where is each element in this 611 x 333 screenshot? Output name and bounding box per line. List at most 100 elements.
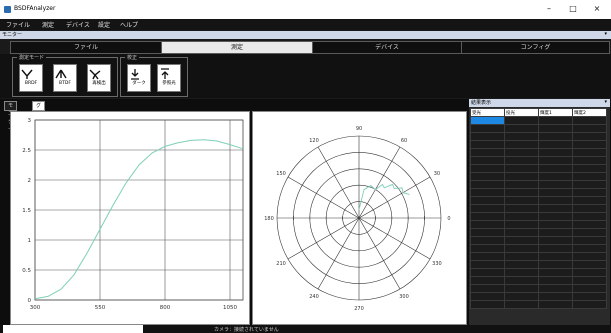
table-cell[interactable] — [470, 124, 505, 133]
dark-button[interactable]: ダーク — [127, 64, 151, 92]
table-cell[interactable] — [504, 268, 539, 277]
table-row[interactable] — [470, 268, 607, 277]
table-cell[interactable] — [572, 188, 607, 197]
brdf-button[interactable]: BRDF — [19, 64, 43, 92]
table-cell[interactable] — [538, 276, 573, 285]
table-cell[interactable] — [572, 236, 607, 245]
table-cell[interactable] — [572, 116, 607, 125]
table-cell[interactable] — [470, 260, 505, 269]
table-cell[interactable] — [538, 284, 573, 293]
table-cell[interactable] — [504, 276, 539, 285]
table-cell[interactable] — [470, 132, 505, 141]
table-row[interactable] — [470, 228, 607, 237]
table-cell[interactable] — [470, 156, 505, 165]
table-cell[interactable] — [538, 300, 573, 309]
table-cell[interactable] — [538, 292, 573, 301]
table-row[interactable] — [470, 236, 607, 245]
table-cell[interactable] — [504, 172, 539, 181]
table-row[interactable] — [470, 148, 607, 157]
table-cell[interactable] — [504, 252, 539, 261]
table-cell[interactable] — [470, 196, 505, 205]
table-cell[interactable] — [572, 156, 607, 165]
table-cell[interactable] — [538, 228, 573, 237]
table-cell[interactable] — [470, 284, 505, 293]
table-cell[interactable] — [470, 164, 505, 173]
table-cell[interactable] — [504, 148, 539, 157]
tab-device[interactable]: デバイス — [312, 41, 462, 54]
table-cell[interactable] — [470, 268, 505, 277]
table-cell[interactable] — [504, 236, 539, 245]
table-cell[interactable] — [470, 276, 505, 285]
table-cell[interactable] — [504, 244, 539, 253]
menu-settings[interactable]: 設定 — [98, 22, 111, 29]
table-cell[interactable] — [538, 236, 573, 245]
table-cell[interactable] — [504, 228, 539, 237]
table-cell[interactable] — [572, 140, 607, 149]
table-row[interactable] — [470, 116, 607, 125]
table-cell[interactable] — [504, 140, 539, 149]
table-cell[interactable] — [504, 164, 539, 173]
column-header[interactable]: 輝度1 — [538, 108, 573, 117]
table-cell[interactable] — [470, 212, 505, 221]
table-cell[interactable] — [504, 180, 539, 189]
table-cell[interactable] — [470, 204, 505, 213]
menu-measure[interactable]: 測定 — [42, 22, 55, 29]
table-row[interactable] — [470, 140, 607, 149]
table-cell[interactable] — [538, 188, 573, 197]
table-row[interactable] — [470, 156, 607, 165]
table-cell[interactable] — [470, 300, 505, 309]
table-cell[interactable] — [538, 260, 573, 269]
menu-file[interactable]: ファイル — [6, 22, 31, 29]
table-cell[interactable] — [470, 244, 505, 253]
menu-help[interactable]: ヘルプ — [120, 22, 139, 29]
table-cell[interactable] — [538, 252, 573, 261]
redetect-button[interactable]: 再検出 — [87, 64, 111, 92]
table-cell[interactable] — [470, 188, 505, 197]
close-button[interactable]: × — [593, 4, 601, 13]
table-cell[interactable] — [538, 180, 573, 189]
table-cell[interactable] — [572, 300, 607, 309]
table-cell[interactable] — [504, 116, 539, 125]
table-row[interactable] — [470, 124, 607, 133]
column-header[interactable]: 受光 — [470, 108, 505, 117]
table-row[interactable] — [470, 180, 607, 189]
table-cell[interactable] — [572, 148, 607, 157]
table-cell[interactable] — [470, 148, 505, 157]
table-cell[interactable] — [504, 260, 539, 269]
table-cell[interactable] — [504, 284, 539, 293]
table-row[interactable] — [470, 164, 607, 173]
column-header[interactable]: 投光 — [504, 108, 539, 117]
table-row[interactable] — [470, 220, 607, 229]
table-cell[interactable] — [470, 172, 505, 181]
table-cell[interactable] — [572, 268, 607, 277]
table-cell[interactable] — [538, 220, 573, 229]
table-cell[interactable] — [538, 140, 573, 149]
table-cell[interactable] — [470, 220, 505, 229]
btdf-button[interactable]: BTDF — [53, 64, 77, 92]
table-cell[interactable] — [572, 252, 607, 261]
table-cell[interactable] — [470, 236, 505, 245]
table-cell[interactable] — [572, 164, 607, 173]
table-cell[interactable] — [538, 268, 573, 277]
table-cell[interactable] — [470, 228, 505, 237]
table-cell[interactable] — [504, 132, 539, 141]
maximize-button[interactable]: □ — [569, 4, 577, 13]
table-row[interactable] — [470, 132, 607, 141]
minimize-button[interactable]: – — [547, 4, 551, 13]
table-cell[interactable] — [538, 196, 573, 205]
table-cell[interactable] — [504, 204, 539, 213]
tab-monitor[interactable]: モニター — [4, 101, 18, 133]
tab-file[interactable]: ファイル — [10, 41, 162, 54]
table-row[interactable] — [470, 300, 607, 309]
tab-measure[interactable]: 測定 — [161, 41, 313, 54]
table-row[interactable] — [470, 188, 607, 197]
tab-config[interactable]: コンフィグ — [461, 41, 610, 54]
table-cell[interactable] — [572, 212, 607, 221]
table-cell[interactable] — [572, 196, 607, 205]
table-row[interactable] — [470, 204, 607, 213]
table-cell[interactable] — [572, 180, 607, 189]
table-cell[interactable] — [504, 292, 539, 301]
table-cell[interactable] — [538, 212, 573, 221]
column-header[interactable]: 輝度2 — [572, 108, 607, 117]
table-cell[interactable] — [572, 124, 607, 133]
